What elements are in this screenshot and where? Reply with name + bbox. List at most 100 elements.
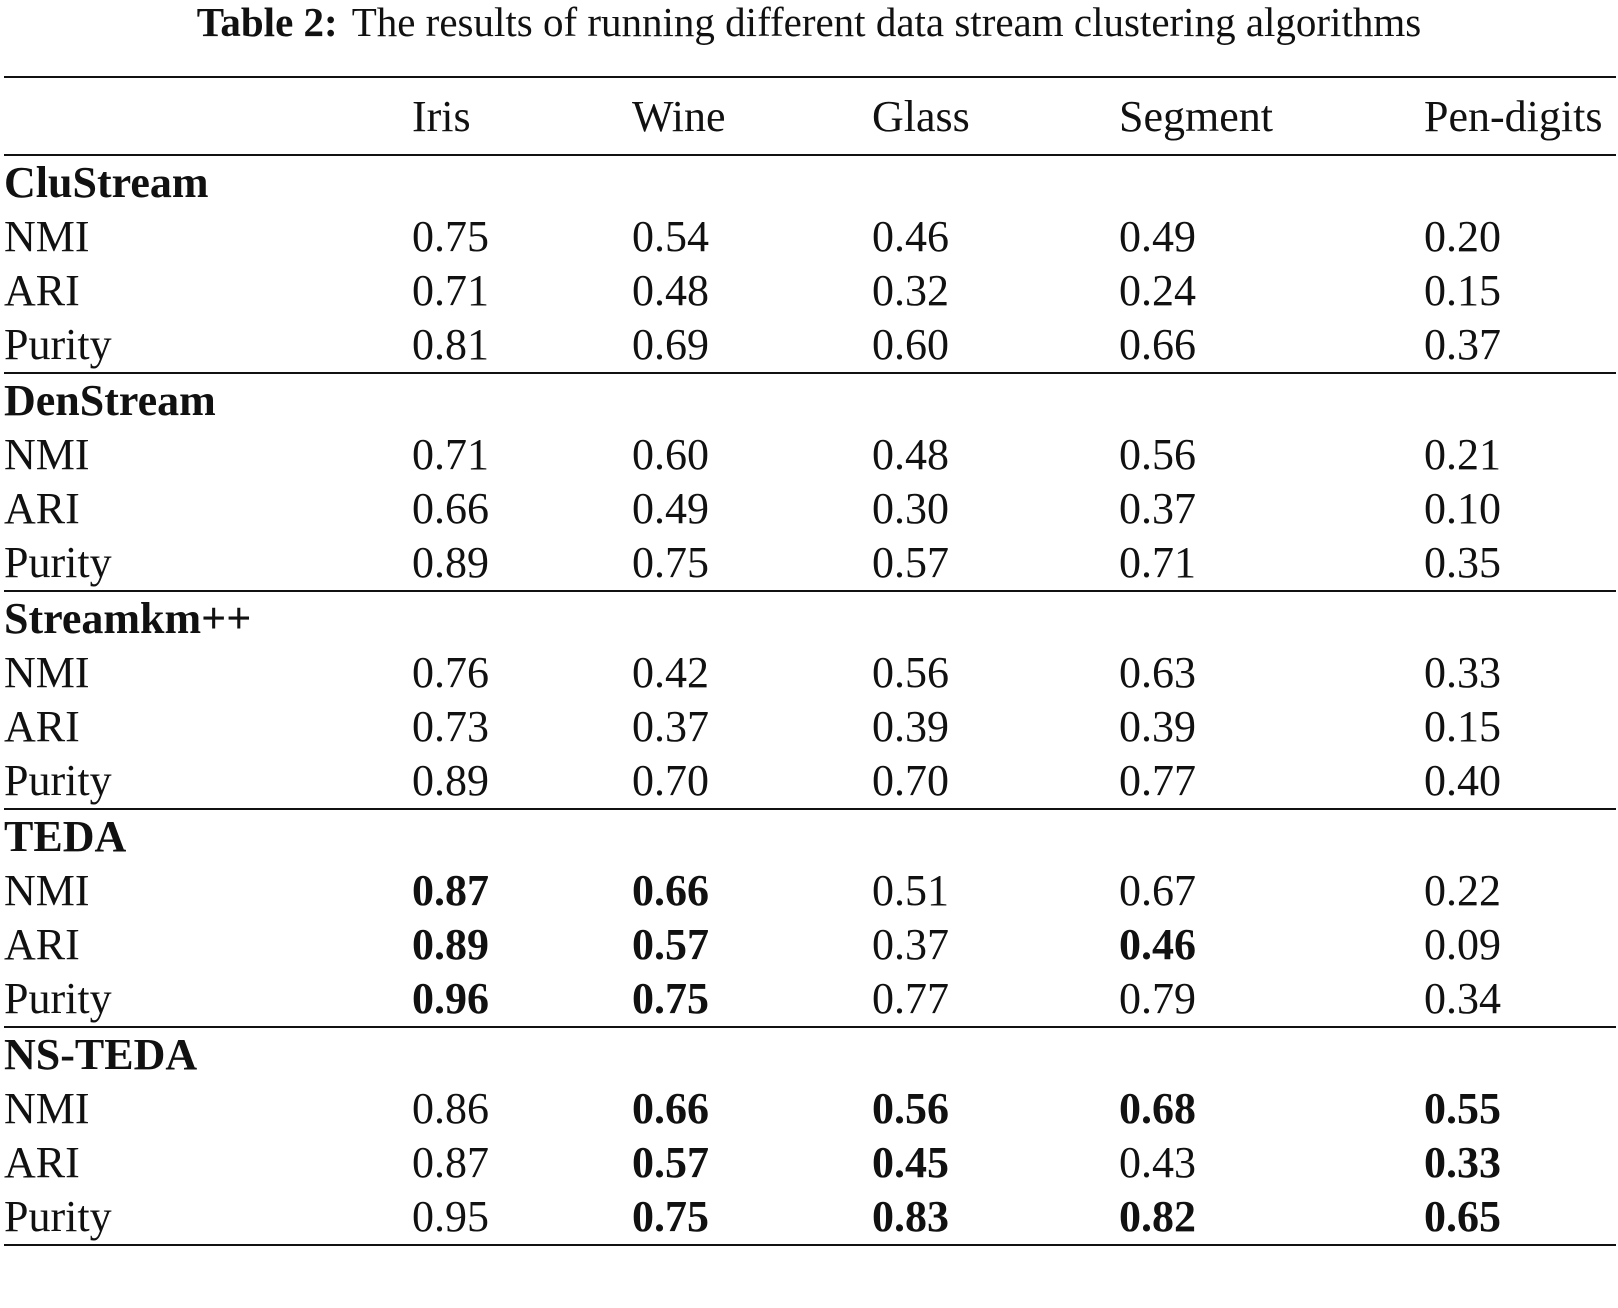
algorithm-name: NS-TEDA — [4, 1030, 198, 1079]
value-cell: 0.65 — [1424, 1190, 1616, 1246]
header-cell-metric — [4, 77, 412, 155]
value-cell: 0.71 — [412, 266, 489, 315]
header-cell-iris: Iris — [412, 91, 471, 141]
value-cell: 0.24 — [1119, 266, 1196, 315]
algorithm-name: DenStream — [4, 376, 216, 425]
table-row: ARI 0.71 0.48 0.32 0.24 0.15 — [4, 264, 1616, 318]
value-cell: 0.89 — [412, 920, 489, 969]
results-table: Iris Wine Glass Segment Pen-digits CluSt… — [4, 76, 1616, 1246]
metric-label: ARI — [4, 266, 80, 315]
value-cell: 0.39 — [872, 702, 949, 751]
metric-label: NMI — [4, 648, 90, 697]
table-row: Purity 0.81 0.69 0.60 0.66 0.37 — [4, 318, 1616, 374]
table-row: ARI 0.66 0.49 0.30 0.37 0.10 — [4, 482, 1616, 536]
value-cell: 0.35 — [1424, 536, 1616, 592]
value-cell: 0.75 — [412, 212, 489, 261]
caption-text: The results of running different data st… — [351, 0, 1422, 45]
value-cell: 0.87 — [412, 1138, 489, 1187]
table-caption: Table 2: The results of running different… — [0, 0, 1618, 44]
table-row: ARI 0.73 0.37 0.39 0.39 0.15 — [4, 700, 1616, 754]
value-cell: 0.56 — [1119, 430, 1196, 479]
value-cell: 0.22 — [1424, 866, 1501, 915]
value-cell: 0.49 — [632, 484, 709, 533]
value-cell: 0.66 — [632, 866, 709, 915]
value-cell: 0.77 — [1119, 754, 1424, 810]
value-cell: 0.68 — [1119, 1084, 1196, 1133]
value-cell: 0.75 — [632, 536, 872, 592]
value-cell: 0.56 — [872, 648, 949, 697]
table-row: NMI 0.75 0.54 0.46 0.49 0.20 — [4, 210, 1616, 264]
value-cell: 0.75 — [632, 1190, 872, 1246]
value-cell: 0.60 — [632, 430, 709, 479]
value-cell: 0.37 — [1424, 318, 1616, 374]
value-cell: 0.60 — [872, 318, 1119, 374]
metric-label: NMI — [4, 1084, 90, 1133]
value-cell: 0.86 — [412, 1084, 489, 1133]
value-cell: 0.95 — [412, 1190, 632, 1246]
header-cell-pen-digits: Pen-digits — [1424, 91, 1603, 141]
table-row: Purity 0.96 0.75 0.77 0.79 0.34 — [4, 972, 1616, 1028]
value-cell: 0.63 — [1119, 648, 1196, 697]
value-cell: 0.57 — [632, 920, 709, 969]
value-cell: 0.56 — [872, 1084, 949, 1133]
value-cell: 0.82 — [1119, 1190, 1424, 1246]
table-row: Purity 0.95 0.75 0.83 0.82 0.65 — [4, 1190, 1616, 1246]
value-cell: 0.48 — [632, 266, 709, 315]
value-cell: 0.77 — [872, 972, 1119, 1028]
value-cell: 0.49 — [1119, 212, 1196, 261]
metric-label: NMI — [4, 212, 90, 261]
group-header-row: DenStream — [4, 373, 1616, 428]
table-row: NMI 0.76 0.42 0.56 0.63 0.33 — [4, 646, 1616, 700]
value-cell: 0.48 — [872, 430, 949, 479]
metric-label: Purity — [4, 754, 412, 810]
value-cell: 0.96 — [412, 972, 632, 1028]
value-cell: 0.81 — [412, 318, 632, 374]
metric-label: NMI — [4, 430, 90, 479]
value-cell: 0.73 — [412, 702, 489, 751]
value-cell: 0.57 — [632, 1138, 709, 1187]
value-cell: 0.34 — [1424, 972, 1616, 1028]
group-header-row: CluStream — [4, 155, 1616, 210]
metric-label: ARI — [4, 920, 80, 969]
caption-label: Table 2: — [196, 0, 338, 45]
value-cell: 0.83 — [872, 1190, 1119, 1246]
algorithm-name: TEDA — [4, 812, 127, 861]
metric-label: NMI — [4, 866, 90, 915]
value-cell: 0.15 — [1424, 266, 1501, 315]
metric-label: ARI — [4, 484, 80, 533]
value-cell: 0.15 — [1424, 702, 1501, 751]
metric-label: ARI — [4, 702, 80, 751]
value-cell: 0.51 — [872, 866, 949, 915]
value-cell: 0.66 — [412, 484, 489, 533]
value-cell: 0.33 — [1424, 648, 1501, 697]
value-cell: 0.67 — [1119, 866, 1196, 915]
value-cell: 0.32 — [872, 266, 949, 315]
value-cell: 0.70 — [872, 754, 1119, 810]
header-cell-glass: Glass — [872, 91, 970, 141]
metric-label: ARI — [4, 1138, 80, 1187]
value-cell: 0.39 — [1119, 702, 1196, 751]
value-cell: 0.87 — [412, 866, 489, 915]
metric-label: Purity — [4, 536, 412, 592]
value-cell: 0.43 — [1119, 1138, 1196, 1187]
value-cell: 0.76 — [412, 648, 489, 697]
value-cell: 0.46 — [872, 212, 949, 261]
value-cell: 0.70 — [632, 754, 872, 810]
table-row: Purity 0.89 0.75 0.57 0.71 0.35 — [4, 536, 1616, 592]
value-cell: 0.33 — [1424, 1138, 1501, 1187]
value-cell: 0.45 — [872, 1138, 949, 1187]
value-cell: 0.69 — [632, 318, 872, 374]
algorithm-name: Streamkm++ — [4, 594, 252, 643]
value-cell: 0.37 — [632, 702, 709, 751]
metric-label: Purity — [4, 1190, 412, 1246]
value-cell: 0.71 — [412, 430, 489, 479]
table-row: NMI 0.86 0.66 0.56 0.68 0.55 — [4, 1082, 1616, 1136]
value-cell: 0.66 — [632, 1084, 709, 1133]
value-cell: 0.21 — [1424, 430, 1501, 479]
table-body: CluStream NMI 0.75 0.54 0.46 0.49 0.20 ARI 0.71 0… — [4, 155, 1616, 1246]
value-cell: 0.89 — [412, 754, 632, 810]
value-cell: 0.75 — [632, 972, 872, 1028]
table-row: NMI 0.87 0.66 0.51 0.67 0.22 — [4, 864, 1616, 918]
value-cell: 0.57 — [872, 536, 1119, 592]
